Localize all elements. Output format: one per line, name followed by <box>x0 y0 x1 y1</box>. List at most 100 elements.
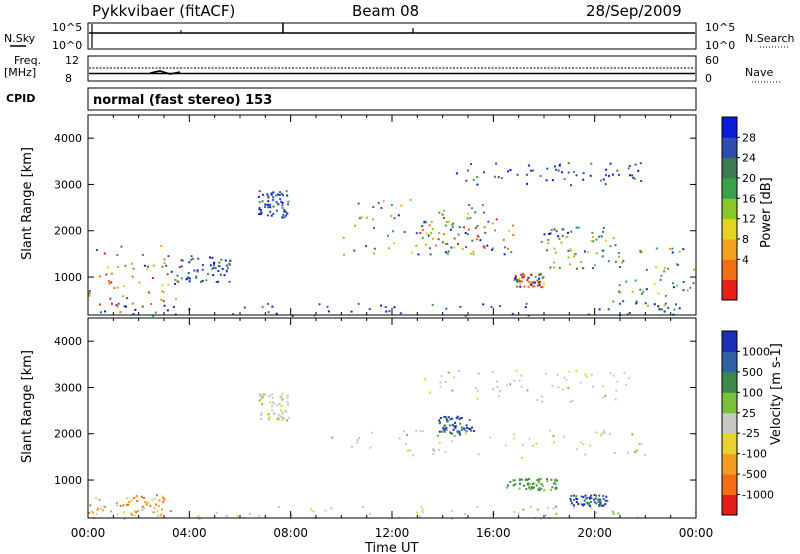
scatter-cell <box>161 265 164 268</box>
scatter-cell <box>442 233 445 236</box>
velocity-axes: 4000 3000 2000 1000 00:00 04:00 08:00 12:00 16:0… <box>54 318 713 540</box>
power-scatter <box>88 162 696 317</box>
scatter-cell <box>548 233 551 235</box>
scatter-cell <box>281 392 284 395</box>
scatter-cell <box>570 249 573 252</box>
scatter-cell <box>595 512 598 514</box>
scatter-cell <box>399 312 402 315</box>
scatter-cell <box>169 510 172 513</box>
scatter-cell <box>609 372 612 375</box>
scatter-cell <box>425 232 428 235</box>
scatter-cell <box>513 437 516 440</box>
scatter-cell <box>450 223 453 226</box>
scatter-cell <box>560 241 563 244</box>
scatter-cell <box>369 512 372 515</box>
scatter-cell <box>372 218 375 221</box>
scatter-cell <box>285 214 288 217</box>
scatter-cell <box>178 266 181 269</box>
scatter-cell <box>625 280 628 283</box>
scatter-cell <box>89 504 92 507</box>
scatter-cell <box>600 235 603 238</box>
scatter-cell <box>538 280 541 283</box>
scatter-cell <box>563 376 566 379</box>
scatter-cell <box>463 427 466 430</box>
scatter-cell <box>269 206 272 209</box>
scatter-cell <box>442 217 445 219</box>
scatter-cell <box>141 508 144 511</box>
scatter-cell <box>161 284 164 287</box>
scatter-cell <box>532 486 535 489</box>
scatter-cell <box>586 496 589 499</box>
scatter-cell <box>582 178 585 181</box>
colorbar-tick-label: 4 <box>742 253 749 266</box>
scatter-cell <box>518 379 521 382</box>
scatter-cell <box>403 430 406 433</box>
scatter-cell <box>591 231 594 234</box>
scatter-cell <box>181 259 184 262</box>
scatter-cell <box>553 247 556 250</box>
scatter-cell <box>465 179 468 182</box>
scatter-cell <box>459 433 462 436</box>
scatter-cell <box>553 441 556 444</box>
scatter-cell <box>554 480 557 483</box>
scatter-cell <box>356 441 359 444</box>
scatter-cell <box>588 496 591 499</box>
scatter-cell <box>148 292 151 295</box>
scatter-cell <box>472 253 475 256</box>
scatter-cell <box>261 403 264 406</box>
scatter-cell <box>373 247 376 250</box>
scatter-cell <box>638 443 641 445</box>
scatter-cell <box>640 443 643 446</box>
scatter-cell <box>509 480 512 483</box>
scatter-cell <box>577 226 580 229</box>
scatter-cell <box>590 373 593 376</box>
scatter-cell <box>438 448 440 451</box>
scatter-cell <box>174 278 177 281</box>
scatter-cell <box>506 247 509 250</box>
scatter-cell <box>243 306 246 309</box>
scatter-cell <box>276 418 279 421</box>
scatter-cell <box>286 396 289 399</box>
scatter-cell <box>220 258 223 261</box>
scatter-cell <box>280 404 283 407</box>
scatter-cell <box>598 308 601 311</box>
scatter-cell <box>415 511 418 514</box>
xtick-label: 16:00 <box>476 526 511 540</box>
scatter-cell <box>663 267 666 270</box>
scatter-cell <box>529 282 532 285</box>
scatter-cell <box>521 280 523 283</box>
scatter-cell <box>264 205 266 208</box>
scatter-cell <box>228 263 231 266</box>
scatter-cell <box>326 305 329 308</box>
scatter-cell <box>585 375 588 378</box>
scatter-cell <box>554 165 556 168</box>
scatter-cell <box>510 251 513 254</box>
scatter-cell <box>272 191 275 194</box>
scatter-cell <box>640 251 643 253</box>
power-colorbar-label: Power [dB] <box>759 177 774 248</box>
scatter-cell <box>157 514 160 517</box>
scatter-cell <box>219 273 222 276</box>
cpid-text: normal (fast stereo) 153 <box>93 93 272 108</box>
scatter-cell <box>555 512 558 515</box>
scatter-cell <box>445 428 448 431</box>
scatter-cell <box>469 252 472 255</box>
scatter-cell <box>693 268 696 271</box>
scatter-cell <box>521 456 524 459</box>
scatter-cell <box>365 216 368 219</box>
scatter-cell <box>553 261 555 264</box>
scatter-cell <box>435 244 438 247</box>
scatter-cell <box>158 499 161 502</box>
scatter-cell <box>513 479 516 482</box>
scatter-cell <box>160 298 163 301</box>
scatter-cell <box>632 176 635 179</box>
scatter-cell <box>658 308 661 310</box>
scatter-cell <box>553 482 556 485</box>
scatter-cell <box>195 276 198 279</box>
scatter-cell <box>209 264 212 267</box>
scatter-cell <box>589 504 591 507</box>
scatter-cell <box>443 416 446 418</box>
scatter-cell <box>146 268 149 271</box>
scatter-cell <box>678 250 681 253</box>
freq-tick-top: 12 <box>65 54 79 67</box>
